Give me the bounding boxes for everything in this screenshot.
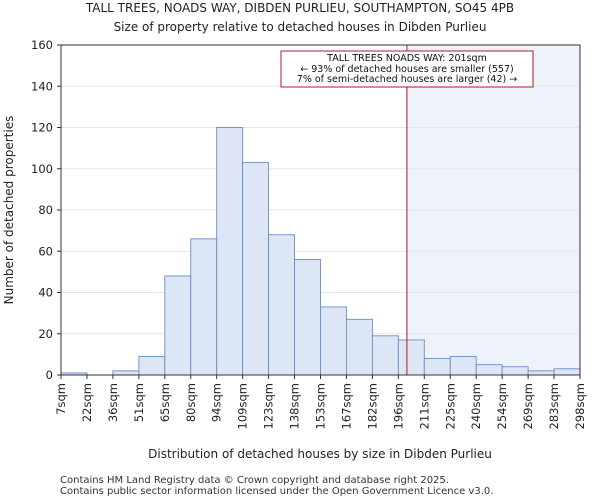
y-tick-label: 160 [31, 38, 53, 52]
x-tick-label: 298sqm [573, 383, 587, 429]
x-axis-label: Distribution of detached houses by size … [148, 447, 492, 461]
x-tick-label: 94sqm [210, 383, 224, 422]
bar-65sqm [164, 275, 192, 376]
x-tick-label: 283sqm [547, 383, 561, 429]
x-tick-label: 254sqm [495, 383, 509, 429]
bar-196sqm [397, 339, 425, 376]
bar-153sqm [320, 306, 347, 376]
y-axis-ticks: 0 20 40 60 80 100 120 140 160 [31, 38, 61, 382]
bar-109sqm [242, 162, 270, 376]
y-tick-label: 80 [38, 203, 53, 217]
x-tick-label: 196sqm [391, 383, 405, 429]
annotation-line-1: TALL TREES NOADS WAY: 201sqm [326, 53, 487, 64]
x-tick-label: 240sqm [469, 383, 483, 429]
bar-94sqm [216, 127, 244, 376]
x-tick-label: 109sqm [236, 383, 250, 429]
y-tick-label: 20 [38, 327, 53, 341]
histogram-bars [60, 127, 581, 376]
chart-title: TALL TREES, NOADS WAY, DIBDEN PURLIEU, S… [85, 1, 514, 15]
y-tick-label: 120 [31, 121, 53, 135]
x-tick-label: 225sqm [443, 383, 457, 429]
bar-138sqm [294, 259, 321, 376]
footer-line-1: Contains HM Land Registry data © Crown c… [60, 475, 449, 486]
bar-283sqm [553, 368, 581, 376]
x-tick-label: 138sqm [288, 383, 302, 429]
bar-254sqm [501, 366, 529, 376]
x-tick-label: 36sqm [106, 383, 120, 422]
x-tick-label: 182sqm [365, 383, 379, 429]
y-tick-label: 60 [38, 244, 53, 258]
bar-36sqm [112, 370, 140, 376]
bar-211sqm [423, 358, 451, 376]
annotation-frame [280, 50, 534, 88]
bar-225sqm [449, 355, 477, 376]
x-tick-label: 269sqm [521, 383, 535, 429]
y-tick-label: 100 [31, 162, 53, 176]
x-axis-ticks: 7sqm 22sqm 36sqm 51sqm 65sqm 80sqm 94sqm 109sqm… [54, 375, 587, 429]
x-tick-label: 7sqm [54, 383, 68, 415]
chart-subtitle: Size of property relative to detached ho… [114, 20, 487, 34]
bar-240sqm [475, 364, 503, 376]
y-tick-label: 140 [31, 79, 53, 93]
annotation-line-2: ← 93% of detached houses are smaller (55… [300, 64, 513, 75]
annotation-line-3: 7% of semi-detached houses are larger (4… [297, 74, 517, 85]
bar-269sqm [527, 370, 555, 376]
bar-182sqm [371, 335, 399, 376]
x-tick-label: 153sqm [314, 383, 328, 429]
x-tick-label: 51sqm [132, 383, 146, 422]
y-tick-label: 0 [46, 368, 53, 382]
annotation-box: TALL TREES NOADS WAY: 201sqm ← 93% of de… [280, 50, 534, 88]
bar-123sqm [268, 234, 296, 376]
x-tick-label: 211sqm [417, 383, 431, 429]
x-tick-label: 22sqm [80, 383, 94, 422]
y-axis-label: Number of detached properties [2, 116, 16, 305]
bar-167sqm [346, 318, 373, 376]
x-tick-label: 65sqm [158, 383, 172, 422]
bar-51sqm [138, 355, 166, 376]
x-tick-label: 80sqm [184, 383, 198, 422]
footer-line-2: Contains public sector information licen… [60, 486, 493, 497]
y-tick-label: 40 [38, 286, 53, 300]
bar-80sqm [190, 238, 218, 376]
x-tick-label: 167sqm [339, 383, 353, 429]
x-tick-label: 123sqm [262, 383, 276, 429]
